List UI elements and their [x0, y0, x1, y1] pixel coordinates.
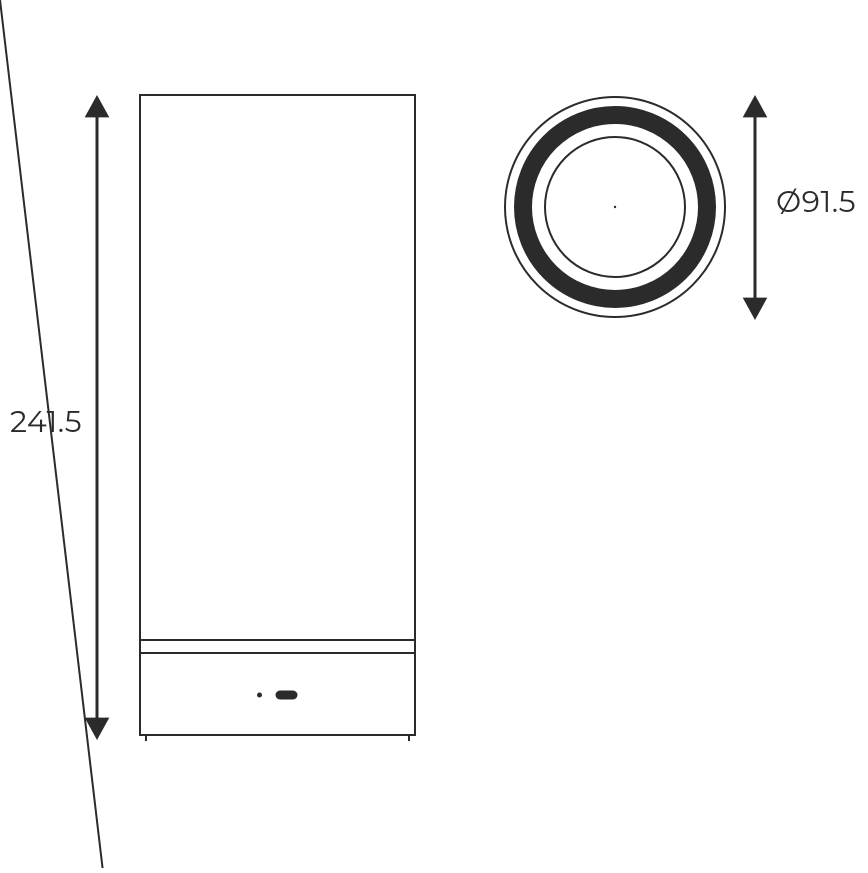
technical-drawing: 241.5 Ø91.5 — [0, 0, 868, 868]
height-dimension-label: 241.5 — [10, 403, 82, 440]
diameter-dimension-label: Ø91.5 — [776, 183, 856, 220]
drawing-canvas — [0, 0, 868, 868]
